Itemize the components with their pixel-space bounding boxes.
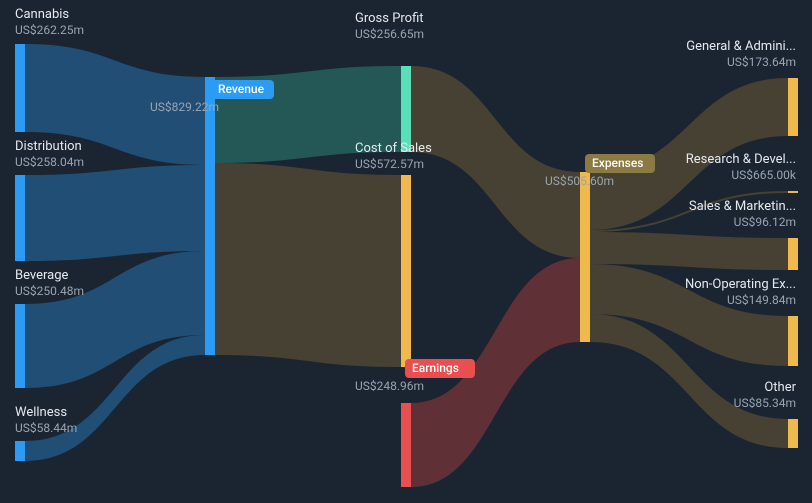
value-cost: US$572.57m	[355, 157, 424, 171]
value-earnings: US$248.96m	[355, 379, 424, 393]
node-revenue[interactable]	[205, 77, 215, 355]
node-rnd[interactable]	[788, 191, 798, 193]
value-sales: US$96.12m	[734, 215, 796, 229]
value-distribution: US$258.04m	[15, 155, 84, 169]
value-rnd: US$665.00k	[731, 168, 797, 182]
label-nonop: Non-Operating Ex...	[685, 277, 796, 292]
label-wellness: Wellness	[15, 405, 67, 420]
label-sales: Sales & Marketin...	[689, 199, 796, 214]
label-expenses: Expenses	[592, 156, 643, 170]
value-gross: US$256.65m	[355, 27, 424, 41]
node-other[interactable]	[788, 419, 798, 448]
node-earnings[interactable]	[401, 403, 411, 487]
value-beverage: US$250.48m	[15, 284, 84, 298]
label-rnd: Research & Devel...	[686, 152, 796, 167]
label-earnings: Earnings	[412, 361, 459, 375]
label-cannabis: Cannabis	[15, 7, 69, 22]
value-expenses: US$505.60m	[545, 174, 614, 188]
value-ga: US$173.64m	[727, 55, 796, 69]
node-ga[interactable]	[788, 78, 798, 136]
link-distribution-revenue	[25, 165, 205, 261]
node-nonop[interactable]	[788, 316, 798, 366]
label-cost: Cost of Sales	[355, 141, 432, 156]
link-revenue-cost	[215, 163, 401, 367]
node-distribution[interactable]	[15, 175, 25, 261]
value-cannabis: US$262.25m	[15, 23, 84, 37]
node-beverage[interactable]	[15, 304, 25, 388]
label-other: Other	[764, 380, 796, 395]
node-wellness[interactable]	[15, 441, 25, 461]
value-nonop: US$149.84m	[727, 293, 796, 307]
value-other: US$85.34m	[734, 396, 796, 410]
label-ga: General & Admini...	[686, 39, 796, 54]
label-beverage: Beverage	[15, 268, 69, 283]
value-wellness: US$58.44m	[15, 421, 77, 435]
sankey-chart: CannabisUS$262.25m DistributionUS$258.04m…	[0, 0, 812, 503]
node-cannabis[interactable]	[15, 44, 25, 132]
label-revenue: Revenue	[218, 82, 265, 96]
label-distribution: Distribution	[15, 139, 82, 154]
node-expenses[interactable]	[580, 172, 590, 342]
label-gross: Gross Profit	[355, 11, 424, 26]
value-revenue: US$829.22m	[150, 100, 219, 114]
node-gross[interactable]	[401, 66, 411, 152]
node-cost[interactable]	[401, 175, 411, 367]
node-sales[interactable]	[788, 238, 798, 270]
